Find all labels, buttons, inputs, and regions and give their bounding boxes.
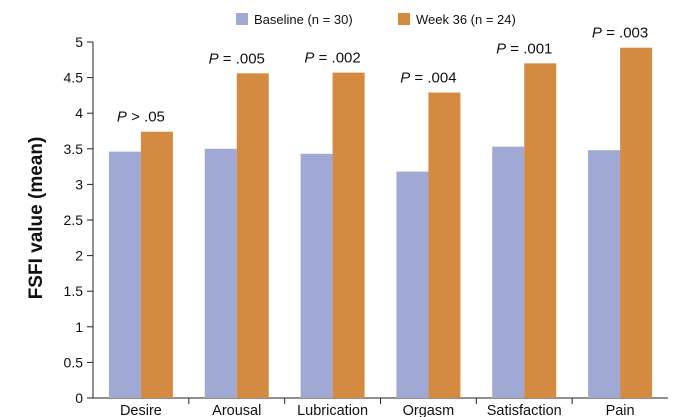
p-value-text: > .05 xyxy=(127,109,165,126)
bar-week36 xyxy=(524,63,557,399)
y-tick-label: 1 xyxy=(75,319,83,335)
p-value-label: P > .05 xyxy=(117,109,165,126)
bar-week36 xyxy=(428,92,461,398)
y-tick-label: 3 xyxy=(75,176,83,192)
y-tick-label: 0 xyxy=(75,390,83,406)
axes: 0 0.5 1 1.5 2 2.5 3 3.5 4 4.5 5 Desire Arousal Lubric… xyxy=(64,34,668,417)
bar-baseline xyxy=(204,148,237,398)
p-value-text: = .001 xyxy=(506,40,552,57)
bars xyxy=(108,47,653,399)
y-axis-label: FSFI value (mean) xyxy=(26,137,47,300)
p-value-symbol: P xyxy=(117,109,127,126)
p-value-text: = .003 xyxy=(602,25,648,42)
legend: Baseline (n = 30) Week 36 (n = 24) xyxy=(236,12,516,27)
bar-week36 xyxy=(140,131,173,398)
x-tick-label: Arousal xyxy=(212,403,261,417)
p-value-symbol: P xyxy=(209,50,219,67)
p-value-label: P = .004 xyxy=(400,70,456,87)
y-tick-label: 4 xyxy=(75,105,83,121)
y-tick-label: 3.5 xyxy=(64,141,84,157)
x-tick-label: Pain xyxy=(606,403,635,417)
p-value-symbol: P xyxy=(592,25,602,42)
x-tick-label: Orgasm xyxy=(403,403,455,417)
y-tick-label: 4.5 xyxy=(64,70,84,86)
bar-week36 xyxy=(236,73,269,398)
bar-baseline xyxy=(492,146,525,398)
p-value-label: P = .005 xyxy=(209,50,265,67)
legend-swatch xyxy=(236,13,248,25)
y-tick-label: 5 xyxy=(75,34,83,50)
p-value-symbol: P xyxy=(496,40,506,57)
x-tick-label: Lubrication xyxy=(297,403,368,417)
p-value-label: P = .001 xyxy=(496,40,552,57)
y-tick-label: 2 xyxy=(75,248,83,264)
p-value-symbol: P xyxy=(400,70,410,87)
y-tick-label: 2.5 xyxy=(64,212,84,228)
legend-swatch xyxy=(398,13,410,25)
p-value-symbol: P xyxy=(304,50,314,67)
p-value-text: = .005 xyxy=(219,50,265,67)
legend-label: Baseline (n = 30) xyxy=(254,12,353,27)
x-tick-label: Desire xyxy=(120,403,162,417)
bar-baseline xyxy=(300,153,333,398)
p-value-text: = .002 xyxy=(314,50,360,67)
bar-baseline xyxy=(108,151,141,398)
bar-baseline xyxy=(588,150,621,398)
y-tick-label: 1.5 xyxy=(64,283,84,299)
p-value-label: P = .002 xyxy=(304,50,360,67)
bar-week36 xyxy=(620,47,653,399)
x-tick-label: Satisfaction xyxy=(487,403,562,417)
p-value-label: P = .003 xyxy=(592,25,648,42)
y-tick-label: 0.5 xyxy=(64,354,84,370)
bar-baseline xyxy=(396,171,429,398)
bar-week36 xyxy=(332,72,365,398)
p-value-text: = .004 xyxy=(410,70,456,87)
legend-label: Week 36 (n = 24) xyxy=(416,12,516,27)
